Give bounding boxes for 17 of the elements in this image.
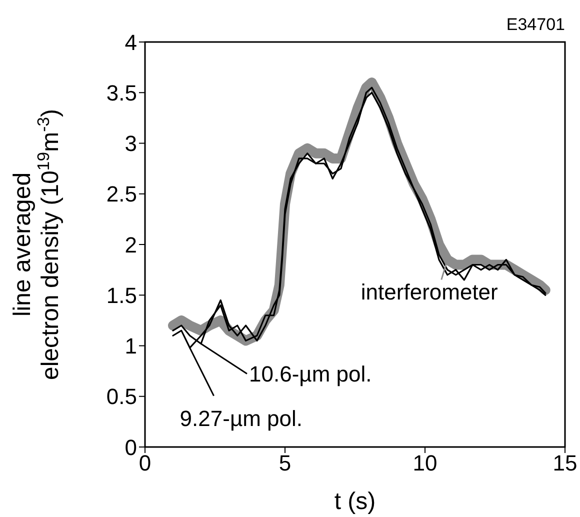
y-tick-label: 1.5 xyxy=(106,282,137,308)
legend-label: interferometer xyxy=(360,280,498,305)
series-label: 10.6-µm pol. xyxy=(249,362,372,387)
y-tick-label: 4 xyxy=(124,30,137,55)
x-tick-label: 10 xyxy=(412,450,438,476)
y-tick-label: 3 xyxy=(124,131,137,156)
y-tick-label: 2.5 xyxy=(106,182,137,207)
y-tick-label: 2 xyxy=(124,232,137,258)
y-tick-label: 0.5 xyxy=(106,384,137,410)
legend-label: 9.27-µm pol. xyxy=(180,406,303,431)
y-tick-label: 0 xyxy=(124,434,137,460)
x-axis-title: t (s) xyxy=(334,488,376,515)
y-tick-label: 3.5 xyxy=(106,80,137,106)
x-tick-label: 15 xyxy=(552,450,578,476)
text: E34701 xyxy=(506,15,565,34)
y-tick-label: 1 xyxy=(124,334,137,359)
x-tick-label: 5 xyxy=(278,450,292,476)
